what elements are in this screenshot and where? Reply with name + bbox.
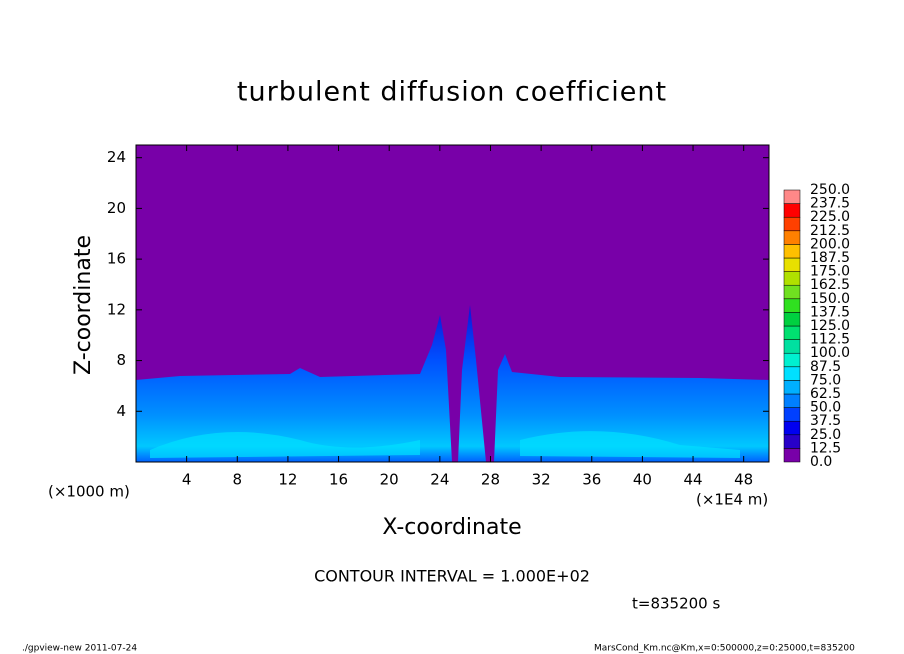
colorbar-box (783, 366, 801, 381)
colorbar-box (783, 434, 801, 449)
colorbar-label: 75.0 (810, 372, 841, 388)
colorbar-label: 137.5 (810, 304, 850, 320)
colorbar-label: 0.0 (810, 454, 832, 470)
colorbar-label: 112.5 (810, 332, 850, 348)
x-unit: (×1E4 m) (696, 491, 768, 509)
x-tick-label: 28 (481, 471, 500, 489)
y-tick-label: 24 (107, 148, 126, 166)
colorbar-label: 237.5 (810, 196, 850, 212)
colorbar-label: 250.0 (810, 182, 850, 198)
colorbar-label: 200.0 (810, 236, 850, 252)
y-tick-label: 12 (107, 300, 126, 318)
x-tick-label: 32 (532, 471, 551, 489)
colorbar-label: 37.5 (810, 413, 841, 429)
colorbar-label: 62.5 (810, 386, 841, 402)
colorbar-label: 25.0 (810, 427, 841, 443)
y-tick-label: 8 (116, 351, 126, 369)
colorbar-label: 225.0 (810, 209, 850, 225)
colorbar-label: 87.5 (810, 359, 841, 375)
x-axis-label: X-coordinate (382, 515, 521, 540)
contour-field (136, 145, 769, 462)
colorbar-box (783, 257, 801, 272)
colorbar-box (783, 448, 801, 463)
colorbar-label: 125.0 (810, 318, 850, 334)
footer-left: ./gpview-new 2011-07-24 (22, 644, 137, 654)
colorbar-label: 212.5 (810, 223, 850, 239)
colorbar-box (783, 216, 801, 232)
plot-frame (135, 144, 770, 463)
x-tick-label: 24 (430, 471, 449, 489)
colorbar-label: 162.5 (810, 277, 850, 293)
colorbar-box (783, 325, 801, 340)
colorbar-box (783, 380, 801, 395)
colorbar-label: 175.0 (810, 264, 850, 280)
colorbar-label: 100.0 (810, 345, 850, 361)
x-tick-label: 36 (582, 471, 601, 489)
y-tick-label: 20 (107, 199, 126, 217)
colorbar-label: 50.0 (810, 400, 841, 416)
colorbar-box (783, 230, 801, 245)
footer-right: MarsCond_Km.nc@Km,x=0:500000,z=0:25000,t… (594, 644, 855, 654)
colorbar-box (783, 420, 801, 436)
colorbar-label: 12.5 (810, 440, 841, 456)
colorbar-box (783, 298, 801, 313)
x-tick-label: 20 (380, 471, 399, 489)
colorbar-box (783, 271, 801, 286)
colorbar-label: 150.0 (810, 291, 850, 307)
x-tick-label: 48 (734, 471, 753, 489)
contour-interval: CONTOUR INTERVAL = 1.000E+02 (314, 567, 590, 586)
y-unit: (×1000 m) (48, 483, 130, 501)
colorbar-label: 187.5 (810, 250, 850, 266)
colorbar-box (783, 407, 801, 422)
x-tick-label: 8 (233, 471, 243, 489)
colorbar-box (783, 203, 801, 218)
y-axis-label: Z-coordinate (71, 235, 96, 375)
chart-title: turbulent diffusion coefficient (237, 77, 667, 108)
colorbar-box (783, 312, 801, 327)
colorbar-box (783, 189, 801, 204)
colorbar-box (783, 284, 801, 300)
y-tick-label: 16 (107, 250, 126, 268)
colorbar-box (783, 244, 801, 259)
colorbar-box (783, 393, 801, 408)
time-label: t=835200 s (632, 595, 720, 613)
x-tick-label: 40 (633, 471, 652, 489)
y-tick-label: 4 (116, 402, 126, 420)
x-tick-label: 12 (278, 471, 297, 489)
x-tick-label: 16 (329, 471, 348, 489)
colorbar-box (783, 339, 801, 354)
colorbar-box (783, 352, 801, 368)
x-tick-label: 4 (182, 471, 192, 489)
x-tick-label: 44 (683, 471, 702, 489)
